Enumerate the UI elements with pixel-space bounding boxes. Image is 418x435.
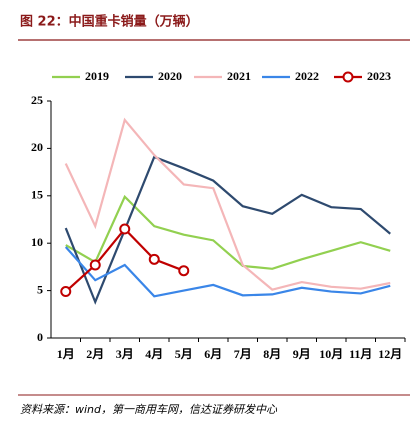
y-tick-label: 20 (31, 140, 43, 154)
source: 资料来源：wind，第一商用车网，信达证券研发中心 (20, 403, 278, 416)
series-line (65, 194, 391, 270)
y-tick-label: 0 (37, 330, 43, 344)
point (119, 223, 131, 235)
x-tick-label: 3月 (116, 347, 134, 361)
chart-title: 图 22：中国重卡销量（万辆） (20, 14, 199, 30)
x-tick-label: 10月 (319, 347, 343, 361)
legend-label: 2020 (158, 69, 182, 83)
legend-marker (342, 71, 354, 83)
y-tick-label: 10 (31, 235, 43, 249)
series-line (65, 227, 185, 293)
x-tick-label: 8月 (263, 347, 281, 361)
x-tick-label: 5月 (175, 347, 193, 361)
series-line (64, 155, 391, 305)
legend-label: 2021 (227, 69, 251, 83)
x-tick-label: 6月 (204, 347, 222, 361)
x-tick-label: 12月 (378, 347, 402, 361)
series-line (64, 117, 391, 291)
x-tick-label: 9月 (293, 347, 311, 361)
y-tick-label: 15 (31, 188, 43, 202)
x-tick-label: 11月 (349, 347, 372, 361)
point (178, 265, 190, 277)
y-tick-label: 25 (31, 93, 43, 107)
x-tick-label: 1月 (57, 347, 75, 361)
point (89, 259, 101, 271)
series-line (64, 246, 391, 298)
point (148, 253, 160, 265)
legend-label: 2023 (367, 69, 391, 83)
legend-label: 2019 (85, 69, 109, 83)
point (60, 286, 72, 298)
legend-label: 2022 (295, 69, 319, 83)
y-tick-label: 5 (37, 282, 43, 296)
x-tick-label: 2月 (86, 347, 104, 361)
x-tick-label: 4月 (145, 347, 163, 361)
x-tick-label: 7月 (234, 347, 252, 361)
